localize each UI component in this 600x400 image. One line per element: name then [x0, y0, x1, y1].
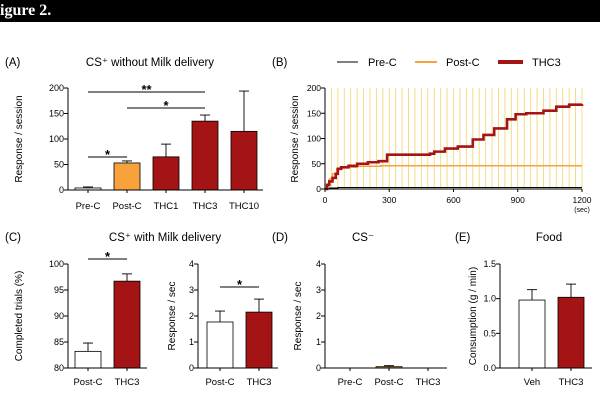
y-tick-label-chart-2: 100 — [49, 259, 64, 269]
x-tick-label-thc3: THC3 — [115, 377, 140, 388]
y-tick-label-chart-0: 0 — [59, 185, 64, 195]
x-tick-label-post-c: Post-C — [112, 201, 141, 212]
x-tick-label-post-c: Post-C — [73, 377, 102, 388]
x-tick-label-post-c: Post-C — [374, 377, 403, 388]
y-tick-label-chart-5: 0.5 — [483, 328, 496, 338]
x-tick-label-chart-1: 1200 — [573, 195, 592, 205]
chart-title-chart-4: CS⁻ — [352, 232, 374, 244]
y-tick-label-chart-4: 2 — [316, 311, 321, 321]
y-tick-label-chart-3: 1 — [189, 337, 194, 347]
chart-title-chart-2: CS⁺ with Milk delivery — [109, 232, 221, 244]
y-tick-label-chart-4: 3 — [316, 285, 321, 295]
bar-thc1 — [152, 156, 180, 191]
x-tick-label-veh: Veh — [524, 377, 540, 388]
y-tick-label-chart-2: 90 — [54, 311, 64, 321]
y-tick-label-chart-0: 150 — [49, 109, 64, 119]
y-tick-label-chart-0: 100 — [49, 134, 64, 144]
y-tick-label-chart-3: 3 — [189, 285, 194, 295]
y-tick-label-chart-4: 4 — [316, 259, 321, 269]
bar-thc3 — [191, 120, 219, 191]
x-tick-label-thc3: THC3 — [559, 377, 584, 388]
y-tick-label-chart-1: 50 — [312, 159, 322, 169]
panel-label-chart-4: (D) — [272, 232, 288, 244]
y-tick-label-chart-3: 0 — [189, 363, 194, 373]
bar-thc3 — [113, 280, 141, 369]
bar-post-c — [74, 350, 102, 369]
legend-label-thc3: THC3 — [532, 57, 561, 69]
bar-post-c — [206, 321, 234, 369]
y-tick-label-chart-4: 1 — [316, 337, 321, 347]
y-axis-label-chart-5: Consumption (g / min) — [468, 267, 479, 365]
x-tick-label-thc3: THC3 — [247, 377, 272, 388]
panel-label-chart-2: (C) — [5, 232, 21, 244]
bar-thc10 — [230, 130, 258, 191]
figure-heading: igure 2. — [0, 2, 52, 19]
significance-label: ** — [141, 82, 152, 97]
panel-label-chart-1: (B) — [272, 57, 288, 69]
y-tick-label-chart-0: 200 — [49, 83, 64, 93]
y-tick-label-chart-5: 1.5 — [483, 259, 496, 269]
y-tick-label-chart-1: 100 — [307, 134, 321, 144]
x-tick-label-chart-1: 900 — [511, 195, 525, 205]
y-tick-label-chart-3: 4 — [189, 259, 194, 269]
x-tick-label-thc1: THC1 — [154, 201, 179, 212]
x-tick-label-chart-1: 300 — [382, 195, 396, 205]
bar-thc3 — [557, 296, 585, 369]
x-tick-label-thc3: THC3 — [193, 201, 218, 212]
y-axis-label-chart-0: Response / session — [14, 95, 25, 182]
x-tick-label-chart-1: 600 — [446, 195, 460, 205]
y-axis-label-chart-3: Response / sec — [167, 282, 178, 351]
y-tick-label-chart-5: 1.0 — [483, 294, 496, 304]
x-tick-label-thc10: THC10 — [229, 201, 259, 212]
y-axis-label-chart-4: Response / sec — [293, 282, 304, 351]
y-tick-label-chart-1: 200 — [307, 83, 321, 93]
panel-label-chart-5: (E) — [455, 232, 471, 244]
y-tick-label-chart-1: 0 — [316, 184, 321, 194]
significance-label: * — [237, 277, 243, 292]
y-axis-label-chart-2: Completed trials (%) — [14, 271, 25, 362]
x-tick-label-pre-c: Pre-C — [76, 201, 101, 212]
series-line-thc3 — [325, 103, 584, 191]
y-tick-label-chart-0: 50 — [54, 160, 64, 170]
chart-title-chart-5: Food — [536, 232, 562, 244]
y-tick-label-chart-3: 2 — [189, 311, 194, 321]
x-tick-label-post-c: Post-C — [205, 377, 234, 388]
bar-thc3 — [245, 311, 273, 369]
y-axis-label-chart-1: Response / session — [290, 95, 301, 182]
x-tick-label-chart-1: 0 — [323, 195, 328, 205]
y-tick-label-chart-1: 150 — [307, 108, 321, 118]
significance-label: * — [163, 98, 169, 113]
significance-label: * — [105, 147, 111, 162]
legend-label-post-c: Post-C — [446, 57, 480, 69]
figure-header-bar: igure 2. — [0, 0, 600, 22]
x-axis-unit-label: (sec) — [574, 207, 590, 214]
y-tick-label-chart-5: 0.0 — [483, 363, 496, 373]
chart-title-chart-0: CS⁺ without Milk delivery — [86, 57, 214, 69]
panel-label-chart-0: (A) — [5, 57, 21, 69]
legend-label-pre-c: Pre-C — [368, 57, 397, 69]
bar-post-c — [113, 162, 141, 191]
x-tick-label-pre-c: Pre-C — [338, 377, 363, 388]
y-tick-label-chart-4: 0 — [316, 363, 321, 373]
significance-label: * — [105, 249, 111, 264]
y-tick-label-chart-2: 95 — [54, 285, 64, 295]
x-tick-label-thc3: THC3 — [416, 377, 441, 388]
bar-veh — [518, 299, 546, 369]
y-tick-label-chart-2: 85 — [54, 337, 64, 347]
y-tick-label-chart-2: 80 — [54, 363, 64, 373]
